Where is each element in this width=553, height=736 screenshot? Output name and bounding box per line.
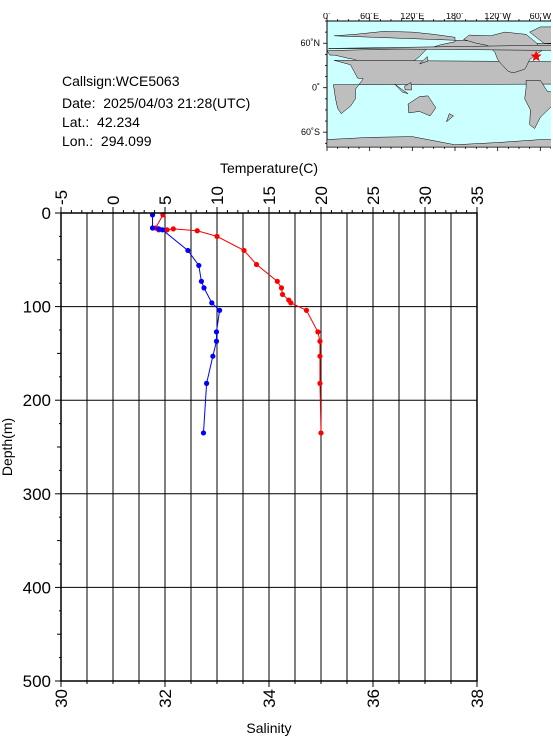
y-tick-label: 500 <box>23 672 51 691</box>
temp-tick-label: 15 <box>260 186 279 205</box>
y-tick-label: 0 <box>42 204 51 223</box>
sal-tick-label: 30 <box>52 689 71 708</box>
temp-tick-label: 25 <box>364 186 383 205</box>
temperature-point <box>318 430 324 436</box>
salinity-point <box>213 329 220 335</box>
salinity-point <box>209 300 215 306</box>
map-lon-label: 120˚W <box>484 13 511 21</box>
station-marker <box>530 50 542 62</box>
y-tick-label: 200 <box>23 391 51 410</box>
land-mass <box>445 113 455 123</box>
date-value: 2025/04/03 21:28(UTC) <box>103 95 251 111</box>
temperature-point <box>274 278 280 284</box>
temperature-point <box>278 285 285 291</box>
map-lat-label: 0˚ <box>312 83 320 93</box>
map-land <box>326 26 551 148</box>
sal-tick-label: 36 <box>364 689 383 708</box>
salinity-point <box>185 247 191 254</box>
land-mass <box>524 80 551 129</box>
temp-tick-label: -5 <box>52 190 71 205</box>
land-mass <box>529 26 551 44</box>
bottom-axis-label: Salinity <box>246 720 291 736</box>
map-lat-label: 60˚S <box>301 127 320 137</box>
temperature-point <box>317 338 323 344</box>
land-mass <box>333 60 551 115</box>
y-tick-label: 400 <box>23 578 51 597</box>
map-lon-label: 120˚E <box>400 13 424 21</box>
salinity-point <box>213 338 220 344</box>
temperature-point <box>214 233 220 239</box>
land-mass <box>394 83 409 94</box>
temperature-point <box>288 300 294 306</box>
top-axis-label: Temperature(C) <box>220 160 318 176</box>
sal-tick-label: 32 <box>156 689 175 708</box>
station-latitude: Lat.: 42.234 <box>62 114 140 130</box>
temperature-point <box>315 329 321 335</box>
land-mass <box>407 95 437 117</box>
chart-series <box>149 212 324 436</box>
date-label: Date: <box>62 95 96 111</box>
map-ticks <box>323 17 551 151</box>
chart-grid <box>60 212 478 682</box>
salinity-point <box>198 278 204 284</box>
map-lon-label: 180˚ <box>446 13 464 21</box>
salinity-point <box>210 353 216 359</box>
salinity-point <box>159 227 165 233</box>
lat-value: 42.234 <box>97 114 140 130</box>
salinity-point <box>200 430 207 436</box>
y-tick-label: 100 <box>23 298 51 317</box>
temperature-point <box>317 353 323 359</box>
temperature-point <box>194 228 200 234</box>
temperature-point <box>164 227 170 233</box>
temperature-point <box>317 380 323 386</box>
y-axis-label: Depth(m) <box>0 418 15 476</box>
temp-tick-label: 5 <box>156 196 175 205</box>
station-date: Date: 2025/04/03 21:28(UTC) <box>62 95 250 111</box>
sal-tick-label: 38 <box>468 689 487 708</box>
salinity-point <box>217 307 223 313</box>
lat-label: Lat.: <box>62 114 90 130</box>
temperature-point <box>253 261 260 268</box>
temperature-point <box>303 307 310 313</box>
temp-tick-label: 35 <box>468 186 487 205</box>
chart-ticks <box>55 207 478 687</box>
temp-tick-label: 10 <box>208 186 227 205</box>
lon-value: 294.099 <box>100 133 152 149</box>
temperature-point <box>241 247 247 254</box>
map-lon-label: 60˚E <box>360 13 379 21</box>
temperature-point <box>170 226 176 232</box>
temperature-point <box>279 291 286 298</box>
y-tick-label: 300 <box>23 485 51 504</box>
land-mass <box>328 44 551 51</box>
lon-label: Lon.: <box>62 133 94 149</box>
salinity-point <box>204 380 210 386</box>
salinity-point <box>149 225 156 231</box>
temp-tick-label: 0 <box>104 196 123 205</box>
plot-frame <box>60 212 478 682</box>
salinity-point <box>201 285 207 291</box>
station-longitude: Lon.: 294.099 <box>62 133 152 149</box>
station-callsign: Callsign:WCE5063 <box>62 73 180 89</box>
land-mass <box>462 31 543 74</box>
map-lon-label: 60˚W <box>530 13 551 21</box>
sal-tick-label: 34 <box>260 689 279 708</box>
salinity-point <box>196 262 202 269</box>
map-lat-label: 60˚N <box>300 38 320 48</box>
temp-tick-label: 30 <box>416 186 435 205</box>
map-lon-label: 0˚ <box>323 13 331 21</box>
land-mass <box>419 56 429 65</box>
station-marker-star <box>530 50 542 62</box>
temp-tick-label: 20 <box>312 186 331 205</box>
land-mass <box>404 82 412 91</box>
